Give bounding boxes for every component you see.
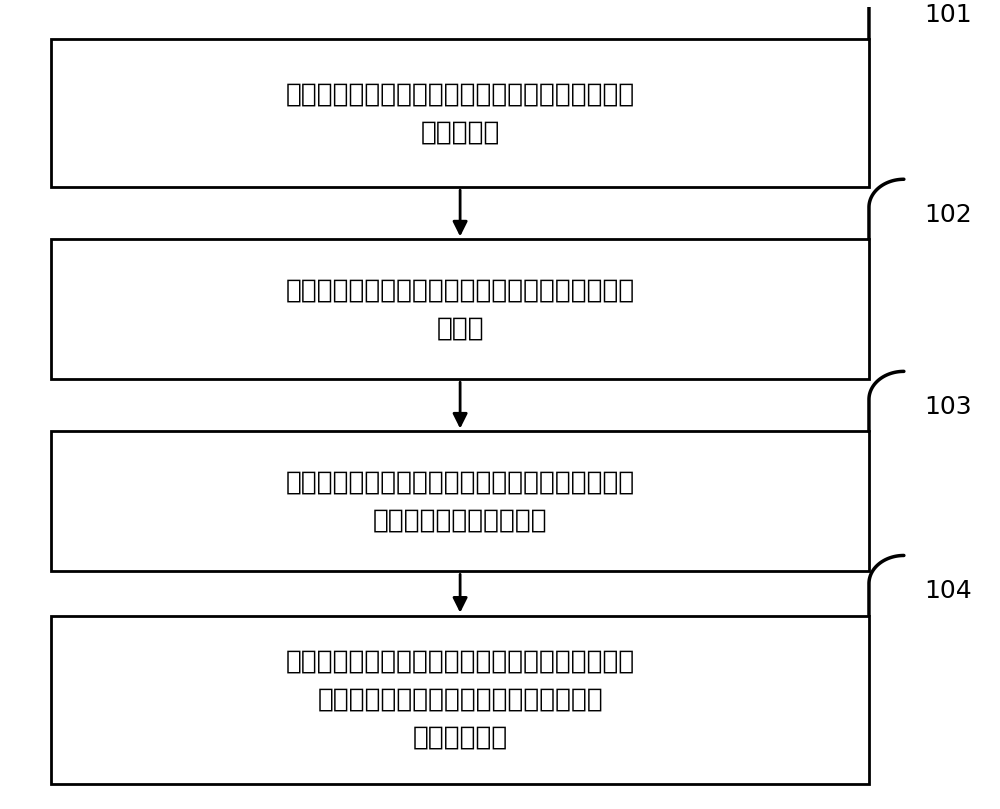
Text: 对污染物观测数据进行异常值剔除处理和缺失值修
复处理: 对污染物观测数据进行异常值剔除处理和缺失值修 复处理	[285, 277, 635, 341]
Bar	[51, 239, 869, 379]
Text: 获取目标区域在预设时间段内的气象场数据和污染
物观测数据: 获取目标区域在预设时间段内的气象场数据和污染 物观测数据	[285, 81, 635, 146]
Text: 101: 101	[924, 3, 971, 28]
Bar	[51, 431, 869, 571]
Bar	[51, 39, 869, 187]
Text: 根据多个前体物浓度组合情景，识别出在预设时间
段内目标区域中对臭氧的生成起主导作用
的前体污染物: 根据多个前体物浓度组合情景，识别出在预设时间 段内目标区域中对臭氧的生成起主导作…	[285, 649, 635, 751]
Text: 104: 104	[924, 579, 972, 604]
Bar	[51, 616, 869, 784]
Text: 103: 103	[924, 396, 971, 419]
Text: 102: 102	[924, 203, 972, 227]
Text: 根据气象场数据和处理后的污染物观测数据，确定
多个前体物浓度组合情景: 根据气象场数据和处理后的污染物观测数据，确定 多个前体物浓度组合情景	[285, 469, 635, 533]
